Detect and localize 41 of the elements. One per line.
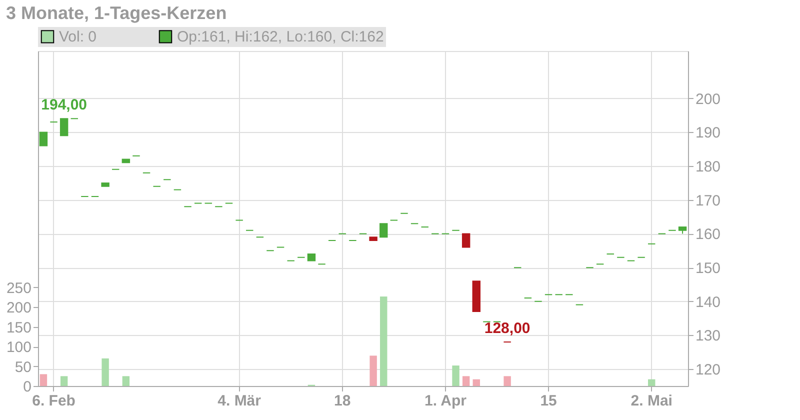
y2-tick-label: 200 bbox=[6, 300, 32, 317]
y2-tick-label: 0 bbox=[23, 378, 32, 396]
annotation: 194,00 bbox=[41, 96, 88, 114]
y-tick-label: 200 bbox=[696, 90, 721, 108]
bar bbox=[370, 356, 377, 386]
bar bbox=[380, 296, 388, 386]
x-tick-label: 2. Mai bbox=[630, 392, 672, 410]
bar bbox=[462, 376, 470, 386]
legend-label: Op:161, Hi:162, Lo:160, Cl:162 bbox=[177, 28, 384, 46]
y2-tick-label: 100 bbox=[6, 339, 32, 356]
y-tick-label: 160 bbox=[696, 226, 721, 244]
y-tick-label: 140 bbox=[696, 294, 721, 311]
y2-tick-label: 150 bbox=[6, 319, 32, 336]
candlestick bbox=[380, 223, 388, 238]
candlestick bbox=[60, 118, 68, 136]
bar bbox=[60, 376, 68, 386]
x-tick-label: 18 bbox=[334, 392, 351, 410]
y-tick-label: 170 bbox=[696, 192, 721, 210]
y2-tick-label: 50 bbox=[14, 358, 32, 376]
candlestick bbox=[39, 132, 48, 146]
x-tick-label: 4. Mär bbox=[218, 392, 262, 410]
bar bbox=[452, 366, 460, 386]
bar bbox=[648, 379, 656, 386]
y-tick-label: 190 bbox=[696, 124, 721, 142]
y-tick-label: 150 bbox=[696, 260, 721, 278]
x-tick-label: 6. Feb bbox=[32, 392, 76, 410]
y-tick-label: 130 bbox=[696, 328, 721, 345]
annotation: 128,00 bbox=[484, 320, 530, 338]
y2-tick-label: 250 bbox=[6, 280, 32, 297]
bar bbox=[122, 376, 130, 386]
candlestick bbox=[462, 233, 470, 248]
bar bbox=[102, 358, 109, 386]
chart-title: 3 Monate, 1-Tages-Kerzen bbox=[6, 3, 227, 23]
bar bbox=[504, 376, 511, 386]
legend-label: Vol: 0 bbox=[59, 28, 97, 46]
bar bbox=[472, 379, 480, 386]
y-tick-label: 180 bbox=[696, 158, 721, 176]
x-tick-label: 1. Apr bbox=[424, 392, 467, 410]
bar bbox=[40, 374, 48, 386]
x-tick-label: 15 bbox=[540, 392, 557, 410]
y-tick-label: 120 bbox=[696, 362, 721, 379]
